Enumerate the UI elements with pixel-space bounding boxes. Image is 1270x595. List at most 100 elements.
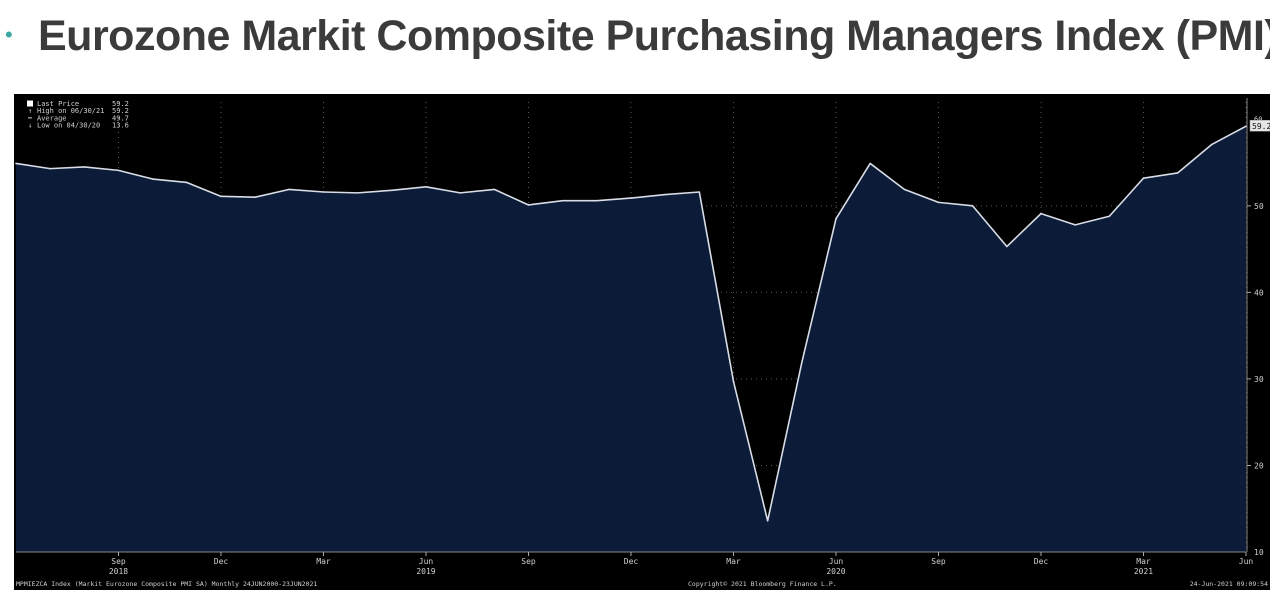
series-line-segment: [84, 166, 119, 172]
legend-label: Last Price: [37, 100, 79, 108]
data-point: [356, 192, 359, 194]
series-line-segment: [1211, 125, 1247, 146]
data-point: [561, 199, 564, 202]
series-line-segment: [186, 181, 222, 198]
data-point: [835, 218, 837, 220]
series-line-segment: [835, 163, 871, 220]
data-point: [254, 196, 256, 198]
series-line-segment: [1177, 143, 1213, 174]
series-line-segment: [1074, 215, 1110, 226]
data-point: [49, 167, 51, 170]
data-point: [1074, 224, 1076, 226]
data-point: [186, 181, 188, 184]
x-tick-label: Sep: [931, 557, 946, 566]
x-tick-label: Jun: [419, 557, 434, 566]
series-line-segment: [869, 162, 905, 191]
data-point: [459, 192, 461, 194]
series-line-segment: [357, 189, 392, 194]
series-line-segment: [15, 162, 51, 170]
legend-value: 49.7: [112, 114, 129, 122]
data-point: [801, 361, 803, 364]
legend-value: 59.2: [112, 107, 129, 115]
series-line-segment: [1006, 213, 1042, 248]
data-point: [698, 191, 701, 193]
data-point: [391, 189, 393, 192]
series-line-segment: [630, 193, 666, 199]
series-line-segment: [596, 197, 632, 202]
last-value-label: 59.2: [1252, 122, 1270, 131]
footer-timestamp: 24-Jun-2021 09:09:54: [1190, 580, 1268, 588]
legend-label: Low on 04/30/20: [37, 122, 100, 130]
slide-title: Eurozone Markit Composite Purchasing Man…: [38, 12, 1270, 60]
y-tick-label: 30: [1254, 375, 1264, 384]
data-point: [732, 380, 735, 383]
series-line-segment: [323, 191, 358, 194]
data-point: [220, 195, 222, 198]
x-tick-label: Mar: [316, 557, 331, 566]
series-layer: [15, 125, 1247, 552]
series-line-segment: [732, 381, 769, 522]
series-line-segment: [220, 195, 256, 198]
series-line-segment: [698, 191, 735, 382]
data-point: [151, 178, 154, 180]
x-tick-label: Jun: [829, 557, 844, 566]
series-line-segment: [801, 218, 837, 363]
series-line-segment: [528, 199, 563, 206]
legend-low-icon: ↓: [28, 122, 32, 130]
x-year-label: 2018: [109, 567, 128, 576]
slide-title-row: • Eurozone Markit Composite Purchasing M…: [0, 0, 1270, 82]
series-line-segment: [254, 188, 290, 198]
legend-label: Average: [37, 114, 67, 122]
series-line-segment: [904, 188, 939, 204]
x-tick-label: Sep: [521, 557, 536, 566]
data-point: [1142, 177, 1145, 179]
data-point: [869, 162, 871, 165]
x-tick-label: Sep: [111, 557, 126, 566]
data-point: [322, 191, 325, 193]
y-tick-label: 50: [1254, 202, 1264, 211]
series-line-segment: [766, 362, 803, 522]
data-point: [903, 188, 906, 191]
series-area: [16, 126, 1246, 552]
series-line-segment: [972, 205, 1008, 248]
data-point: [596, 199, 598, 202]
series-line-segment: [391, 186, 427, 192]
data-point: [664, 193, 666, 196]
series-line-segment: [665, 191, 700, 196]
series-line-segment: [152, 178, 187, 184]
x-tick-label: Mar: [1136, 557, 1151, 566]
x-tick-label: Jun: [1239, 557, 1254, 566]
legend-value: 13.6: [112, 122, 129, 130]
data-point: [425, 186, 427, 188]
series-line-segment: [1108, 177, 1145, 217]
y-tick-label: 60: [1254, 115, 1262, 123]
legend-box-icon: [27, 100, 33, 107]
x-year-label: 2019: [416, 567, 435, 576]
data-point: [630, 197, 632, 199]
x-tick-label: Mar: [726, 557, 741, 566]
data-point: [1245, 125, 1247, 128]
data-point: [527, 204, 530, 206]
legend-layer: Last Price 59.2 ↑ High on 06/30/21 59.2 Avera…: [27, 100, 129, 130]
data-point: [937, 201, 940, 204]
data-point: [1040, 212, 1042, 215]
bullet-icon: •: [5, 22, 13, 47]
legend-label: High on 06/30/21: [37, 107, 104, 115]
series-line-segment: [1040, 212, 1076, 226]
x-year-label: 2021: [1134, 567, 1153, 576]
legend-value: 59.2: [112, 100, 129, 108]
y-tick-label: 20: [1254, 461, 1264, 470]
data-point: [1006, 245, 1008, 248]
data-point: [971, 205, 974, 207]
footer-layer: MPMIEZCA Index (Markit Eurozone Composit…: [16, 580, 1268, 588]
series-line-segment: [460, 188, 495, 194]
series-line-segment: [938, 201, 973, 207]
data-point: [1211, 143, 1213, 146]
data-point: [15, 162, 17, 165]
x-tick-label: Dec: [1034, 557, 1049, 566]
footer-source: MPMIEZCA Index (Markit Eurozone Composit…: [16, 580, 317, 588]
series-line-segment: [289, 188, 324, 193]
y-tick-label: 10: [1254, 548, 1264, 557]
chart-panel: 20 30 40 50 10 60 59.2 Sep 2018 Dec Mar Jun 2019 Sep D…: [14, 94, 1270, 590]
